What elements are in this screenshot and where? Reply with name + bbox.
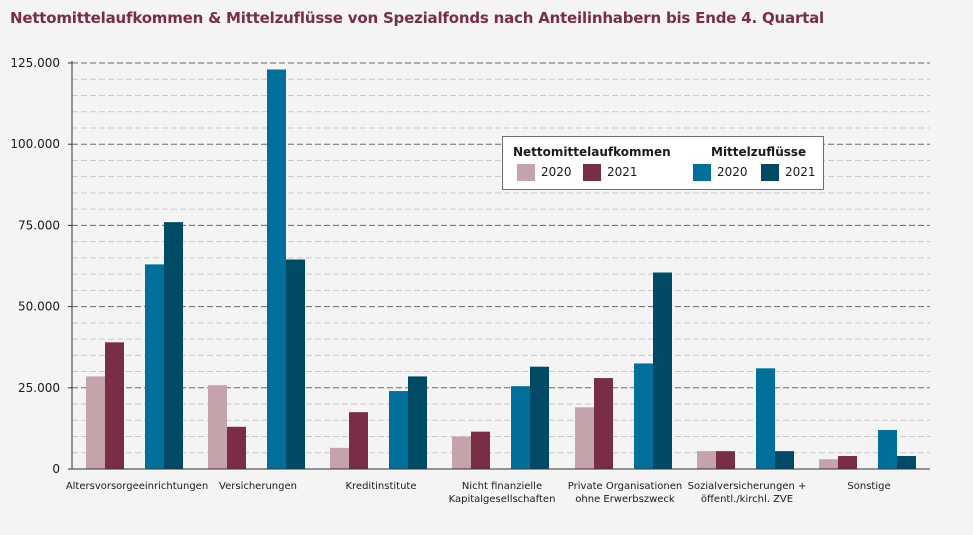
legend-group-title: Nettomittelaufkommen <box>513 145 671 159</box>
bars <box>86 69 916 469</box>
x-tick-label: Versicherungen <box>219 481 297 492</box>
bar <box>530 366 549 469</box>
bar <box>286 259 305 469</box>
legend-swatch <box>693 163 711 181</box>
y-tick-label: 50.000 <box>18 300 60 314</box>
bar <box>471 431 490 469</box>
bar <box>330 447 349 469</box>
bar <box>575 407 594 469</box>
legend-label: 2020 <box>717 165 748 179</box>
bar <box>897 456 916 469</box>
bar <box>389 391 408 469</box>
chart-title: Nettomittelaufkommen & Mittelzuflüsse vo… <box>10 9 824 27</box>
bar <box>756 368 775 469</box>
bar <box>653 272 672 469</box>
x-tick-label: Sozialversicherungen + öffentl./kirchl. Z… <box>688 481 807 505</box>
bar <box>594 378 613 469</box>
legend-label: 2021 <box>607 165 638 179</box>
bar <box>145 264 164 469</box>
bar <box>349 412 368 469</box>
bar <box>227 426 246 469</box>
x-tick-label: Kreditinstitute <box>345 481 416 492</box>
bar <box>775 451 794 469</box>
x-tick-label: Private Organisationen ohne Erwerbszweck <box>568 481 682 505</box>
bar <box>697 451 716 469</box>
y-tick-label: 25.000 <box>18 381 60 395</box>
grid-lines <box>72 62 930 454</box>
legend-label: 2021 <box>785 165 816 179</box>
legend-swatch <box>517 163 535 181</box>
bar <box>164 222 183 469</box>
legend-group-title: Mittelzuflüsse <box>711 145 807 159</box>
bar <box>86 376 105 469</box>
x-tick-label: Nicht finanzielle Kapitalgesellschaften <box>449 481 556 505</box>
legend: Nettomittelaufkommen Mittelzuflüsse 2020… <box>502 136 824 190</box>
bar <box>408 376 427 469</box>
bar <box>838 456 857 469</box>
legend-item: 2021 <box>761 163 816 181</box>
legend-swatch <box>583 163 601 181</box>
bar <box>819 459 838 469</box>
y-tick-label: 125.000 <box>10 56 60 70</box>
y-tick-label: 75.000 <box>18 218 60 232</box>
x-tick-label: Altersvorsorgeeinrichtungen <box>66 481 208 492</box>
legend-item: 2020 <box>693 163 748 181</box>
bar <box>208 385 227 469</box>
legend-swatch <box>761 163 779 181</box>
bar <box>267 69 286 469</box>
bar <box>105 342 124 469</box>
legend-item: 2020 <box>517 163 572 181</box>
legend-label: 2020 <box>541 165 572 179</box>
bar <box>452 436 471 469</box>
bar <box>716 451 735 469</box>
tick-labels: 0 25.000 50.000 75.000 100.000 125.000 Altersv… <box>10 56 890 505</box>
y-tick-label: 0 <box>52 462 60 476</box>
bar <box>511 386 530 469</box>
y-tick-label: 100.000 <box>10 137 60 151</box>
axes <box>68 61 930 470</box>
x-tick-label: Sonstige <box>847 481 890 492</box>
bar <box>634 363 653 469</box>
legend-item: 2021 <box>583 163 638 181</box>
bar <box>878 430 897 469</box>
